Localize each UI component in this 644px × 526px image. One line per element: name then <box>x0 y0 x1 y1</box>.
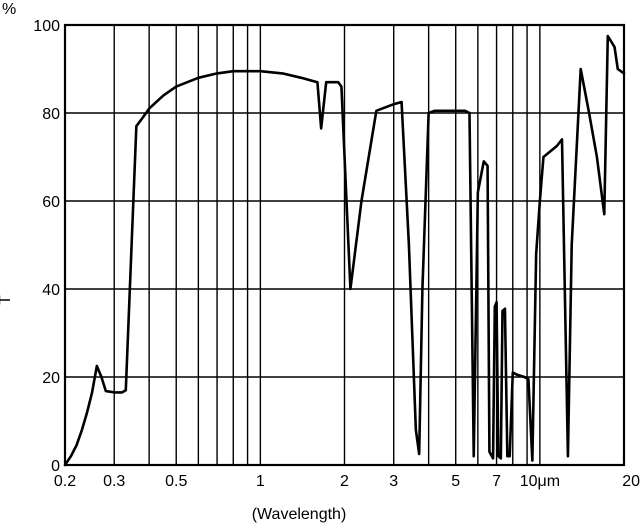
y-tick-label: 80 <box>42 106 60 123</box>
x-tick-label: 20 <box>622 473 640 490</box>
transmission-series-line <box>63 34 626 467</box>
grid-lines <box>65 25 624 465</box>
y-tick-label: 60 <box>42 194 60 211</box>
y-tick-label: 0 <box>51 458 60 475</box>
x-tick-label: 0.5 <box>165 473 187 490</box>
plot-frame <box>63 23 626 467</box>
x-tick-label: 7 <box>492 473 501 490</box>
x-tick-label: 10μm <box>520 473 560 490</box>
y-axis-title: T <box>0 295 14 305</box>
x-tick-label: 2 <box>340 473 349 490</box>
y-tick-labels: 0 20 40 60 80 100 <box>33 18 60 475</box>
x-axis-title: (Wavelength) <box>252 506 347 523</box>
y-tick-label: 100 <box>33 18 60 35</box>
y-unit-label: % <box>2 1 16 18</box>
y-tick-label: 20 <box>42 370 60 387</box>
series-group <box>63 34 626 467</box>
y-tick-label: 40 <box>42 282 60 299</box>
x-tick-labels: 0.2 0.3 0.5 1 2 3 5 7 10μm 20 <box>54 473 640 490</box>
x-tick-label: 5 <box>451 473 460 490</box>
x-tick-label: 3 <box>389 473 398 490</box>
x-tick-label: 0.3 <box>103 473 125 490</box>
x-tick-label: 0.2 <box>54 473 76 490</box>
x-tick-label: 1 <box>256 473 265 490</box>
